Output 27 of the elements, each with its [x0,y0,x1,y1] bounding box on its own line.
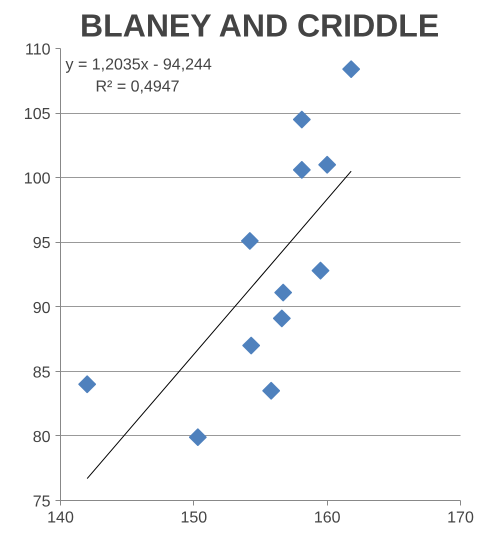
point [242,336,260,355]
point [274,284,292,302]
point [342,60,360,78]
point [318,156,336,174]
x-tick-label: 170 [447,510,474,526]
y-tick-label: 85 [32,364,51,382]
y-tick-label: 90 [32,300,51,317]
annotation: y = 1,2035x - 94,244 [66,56,212,74]
point [292,110,311,129]
y-tick-label: 110 [24,42,51,58]
x-tick-label: 140 [47,510,74,526]
y-tick-label: 75 [32,494,51,510]
y-tick-label: 100 [24,170,51,188]
point [262,382,280,400]
point [78,375,96,394]
point [292,160,311,179]
point [272,309,291,328]
chart-title: BLANEY AND CRIDDLE [80,8,440,44]
y-tick-label: 80 [32,428,51,446]
point [312,262,330,280]
point [240,232,259,250]
annotation: R² = 0,4947 [96,78,180,96]
y-tick-label: 95 [32,235,51,252]
point [188,428,207,446]
y-tick-label: 105 [24,106,51,124]
x-tick-label: 150 [180,510,208,526]
x-tick-label: 160 [314,510,341,526]
